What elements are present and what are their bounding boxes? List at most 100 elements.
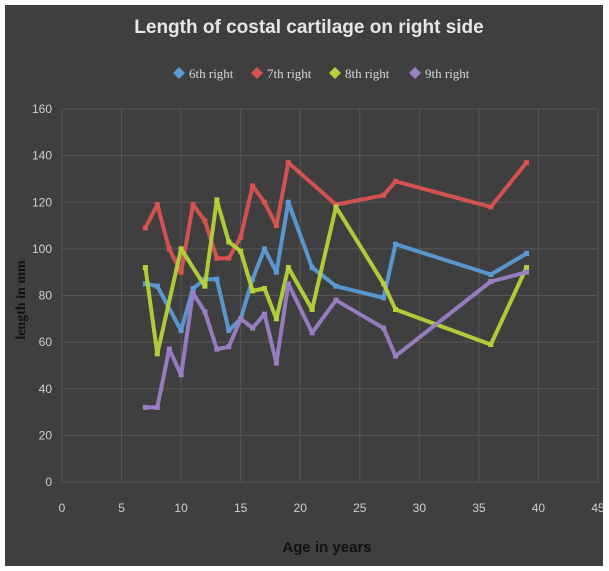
legend-label: 9th right	[425, 66, 470, 81]
data-point	[250, 183, 256, 189]
data-point	[238, 248, 244, 254]
series-line	[143, 160, 529, 275]
data-point	[261, 286, 267, 292]
data-point	[309, 265, 315, 271]
data-point	[381, 325, 387, 331]
y-axis-ticks: 0 20 40 60 80 100 120 140 160	[32, 102, 52, 489]
data-point	[393, 306, 399, 312]
data-point	[524, 265, 530, 271]
line-chart: Length of costal cartilage on right side…	[14, 17, 605, 556]
data-point	[202, 309, 208, 315]
legend-marker	[173, 67, 185, 79]
data-point	[309, 306, 315, 312]
x-tick-label: 40	[532, 501, 546, 515]
series-line	[143, 270, 529, 410]
data-point	[285, 281, 291, 287]
data-point	[273, 269, 279, 275]
data-point	[214, 255, 220, 261]
data-point	[524, 251, 530, 257]
data-point	[309, 330, 315, 336]
data-point	[226, 344, 232, 350]
x-tick-label: 0	[59, 501, 66, 515]
data-point	[261, 246, 267, 252]
data-point	[178, 269, 184, 275]
data-point	[202, 218, 208, 224]
y-tick-label: 80	[39, 289, 53, 303]
data-point	[178, 246, 184, 252]
series-9th-right	[142, 269, 530, 410]
y-tick-label: 120	[32, 195, 52, 209]
legend-label: 6th right	[189, 66, 234, 81]
y-tick-label: 0	[45, 475, 52, 489]
data-point	[250, 288, 256, 294]
data-point	[154, 351, 160, 357]
data-point	[381, 281, 387, 287]
data-point	[226, 239, 232, 245]
data-point	[226, 327, 232, 333]
data-point	[333, 283, 339, 289]
legend-label: 7th right	[267, 66, 312, 81]
x-tick-label: 10	[174, 501, 188, 515]
data-point	[381, 192, 387, 198]
data-point	[202, 283, 208, 289]
data-point	[333, 297, 339, 303]
data-point	[381, 295, 387, 301]
data-point	[166, 346, 172, 352]
data-point	[238, 234, 244, 240]
data-point	[190, 286, 196, 292]
series-6th-right	[142, 199, 530, 333]
data-point	[166, 246, 172, 252]
data-point	[285, 199, 291, 205]
y-axis-title: length in mm	[14, 260, 29, 340]
x-tick-label: 15	[234, 501, 248, 515]
legend-label: 8th right	[345, 66, 390, 81]
data-point	[154, 202, 160, 208]
data-point	[154, 404, 160, 410]
legend-marker	[329, 67, 341, 79]
y-tick-label: 60	[39, 335, 53, 349]
data-point	[393, 353, 399, 359]
data-point	[488, 272, 494, 278]
data-point	[142, 265, 148, 271]
data-point	[178, 327, 184, 333]
data-point	[273, 360, 279, 366]
x-tick-label: 25	[353, 501, 367, 515]
series-8th-right	[142, 197, 530, 357]
data-point	[524, 269, 530, 275]
data-point	[393, 178, 399, 184]
chart-frame: Length of costal cartilage on right side…	[5, 5, 605, 566]
data-point	[190, 202, 196, 208]
data-point	[214, 276, 220, 282]
series-7th-right	[142, 160, 530, 275]
data-point	[142, 225, 148, 231]
x-axis-ticks: 0 5 10 15 20 25 30 35 40 45	[59, 501, 605, 515]
data-point	[273, 316, 279, 322]
y-tick-label: 40	[39, 382, 53, 396]
data-point	[178, 372, 184, 378]
data-point	[190, 290, 196, 296]
y-tick-label: 20	[39, 428, 53, 442]
gridlines	[61, 108, 599, 483]
x-tick-label: 5	[118, 501, 125, 515]
data-point	[214, 346, 220, 352]
data-point	[226, 255, 232, 261]
x-axis-title: Age in years	[282, 539, 371, 556]
data-point	[285, 160, 291, 166]
y-tick-label: 100	[32, 242, 52, 256]
data-point	[154, 283, 160, 289]
chart-title: Length of costal cartilage on right side	[134, 17, 483, 38]
data-point	[250, 276, 256, 282]
data-point	[333, 204, 339, 210]
y-tick-label: 160	[32, 102, 52, 116]
y-tick-label: 140	[32, 149, 52, 163]
data-point	[142, 404, 148, 410]
data-point	[488, 204, 494, 210]
data-point	[142, 281, 148, 287]
data-point	[250, 325, 256, 331]
x-tick-label: 20	[294, 501, 308, 515]
data-point	[261, 199, 267, 205]
x-tick-label: 35	[472, 501, 486, 515]
legend-marker	[251, 67, 263, 79]
data-point	[393, 241, 399, 247]
data-point	[488, 279, 494, 285]
